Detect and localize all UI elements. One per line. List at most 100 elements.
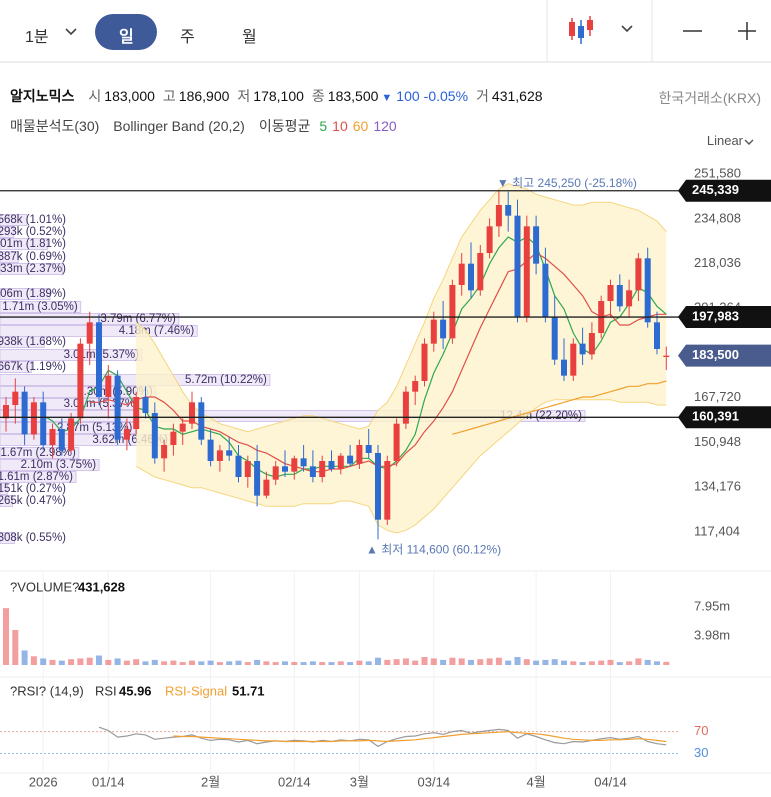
candle-body [49,429,56,445]
volume-bar [477,659,484,665]
volume-bar [142,661,149,665]
volume-profile-bar [0,483,8,495]
volume-bar [244,662,251,665]
y-tick-label: 218,036 [694,255,741,270]
price-badge [678,406,771,429]
period-tab[interactable]: 주 [180,29,195,46]
candle-body [68,418,75,451]
volume-profile-label: 151k (0.27%) [0,483,66,495]
legend-value: 45.96 [119,683,152,698]
x-tick-label: 3월 [350,774,369,789]
volume-bar [458,658,465,665]
rsi-line [173,730,667,743]
volume-profile-label: 938k (1.68%) [0,336,66,348]
chevron-icon[interactable] [744,139,754,145]
x-tick-label: 02/14 [278,774,311,789]
volume-bar [207,660,214,665]
candle-body [430,319,437,344]
volume-bar [226,661,233,665]
candle-body [254,461,261,496]
bollinger-lower [135,399,667,534]
candle-body [309,466,316,477]
pane-title: ?VOLUME? [10,579,79,594]
value: 178,100 [253,88,304,104]
volume-bar [533,660,540,665]
zoom-in-icon[interactable] [738,22,756,40]
volume-profile-bar [0,532,16,544]
volume-bar [626,661,633,665]
volume-bar [421,656,428,665]
volume-profile-bar [0,214,28,226]
volume-bar [272,662,279,665]
y-tick-label: 150,948 [694,434,741,449]
candle-body [216,450,223,461]
legend-entry: RSI-Signal [165,683,227,698]
volume-bar [189,660,195,665]
volume-bar [486,658,493,665]
volume-bar [198,661,205,665]
price-badge-label: 197,983 [692,308,739,323]
candle-body [142,397,149,413]
period-tab[interactable]: 월 [242,29,257,46]
ma-period: 60 [352,118,369,134]
indicator[interactable]: 이동평균 [258,118,311,134]
candle-body [551,317,558,360]
candle-body [189,402,195,424]
low-annotation: ▲ 최저 114,600 (60.12%) [366,543,501,557]
indicator[interactable]: 매물분석도(30) [10,118,100,134]
volume-bar [123,660,130,665]
volume-bar [384,659,391,665]
volume-profile-bar [0,447,80,459]
candle-body [635,258,642,291]
chevron-icon[interactable] [621,25,633,33]
candle-body [579,343,586,355]
candle-body [365,445,372,453]
candle-body [356,445,363,464]
change: 100 [396,88,420,104]
volume-bar [216,662,223,665]
candle-type-icon[interactable] [569,16,593,44]
candle-body [375,453,381,520]
period-tab[interactable]: 일 [119,29,134,46]
candle-body [616,285,623,307]
candle-body [226,450,233,456]
candle-body [607,285,614,301]
y-tick-label: 234,808 [694,210,741,225]
candle-body [421,343,428,381]
value: 186,900 [178,88,230,104]
scale-mode[interactable]: Linear [706,133,743,148]
volume-profile-bar [0,495,14,507]
y-tick-label: 3.98m [694,627,730,642]
volume-profile-label: 1.67m (2.98%) [0,447,76,459]
volume-bar [616,662,623,665]
volume-bar [440,659,447,665]
candle-body [40,402,47,445]
candle-body [523,226,530,317]
volume-bar [161,661,168,665]
volume-bar [644,659,651,665]
value: 183,000 [104,88,155,104]
volume-profile-label: 568k (1.01%) [0,214,66,226]
volume-profile-label: 3.79m (6.77%) [100,313,176,325]
x-tick-label: 03/14 [418,774,451,789]
indicator[interactable]: Bollinger Band (20,2) [113,118,245,134]
x-tick-label: 01/14 [92,774,125,789]
price-badge [678,179,771,202]
candle-body [161,445,168,459]
volume-bar [449,657,456,665]
candle-body [58,429,65,451]
x-tick-label: 4월 [526,774,545,789]
volume-profile-label: 1.06m (1.89%) [0,288,66,300]
chevron-icon[interactable] [65,28,77,36]
ma-period: 120 [373,118,397,134]
pane-value: 431,628 [78,579,125,594]
candle-body [393,423,400,461]
volume-bar [663,661,670,665]
price-badge [678,306,771,329]
interval-button[interactable]: 1분 [25,29,49,46]
candle-body [133,397,140,429]
quote-row: 알지노믹스 시 183,000 고 186,900 저 178,100 종 183,50… [10,86,543,106]
volume-profile-bar [0,288,51,300]
candle-body [3,405,9,419]
